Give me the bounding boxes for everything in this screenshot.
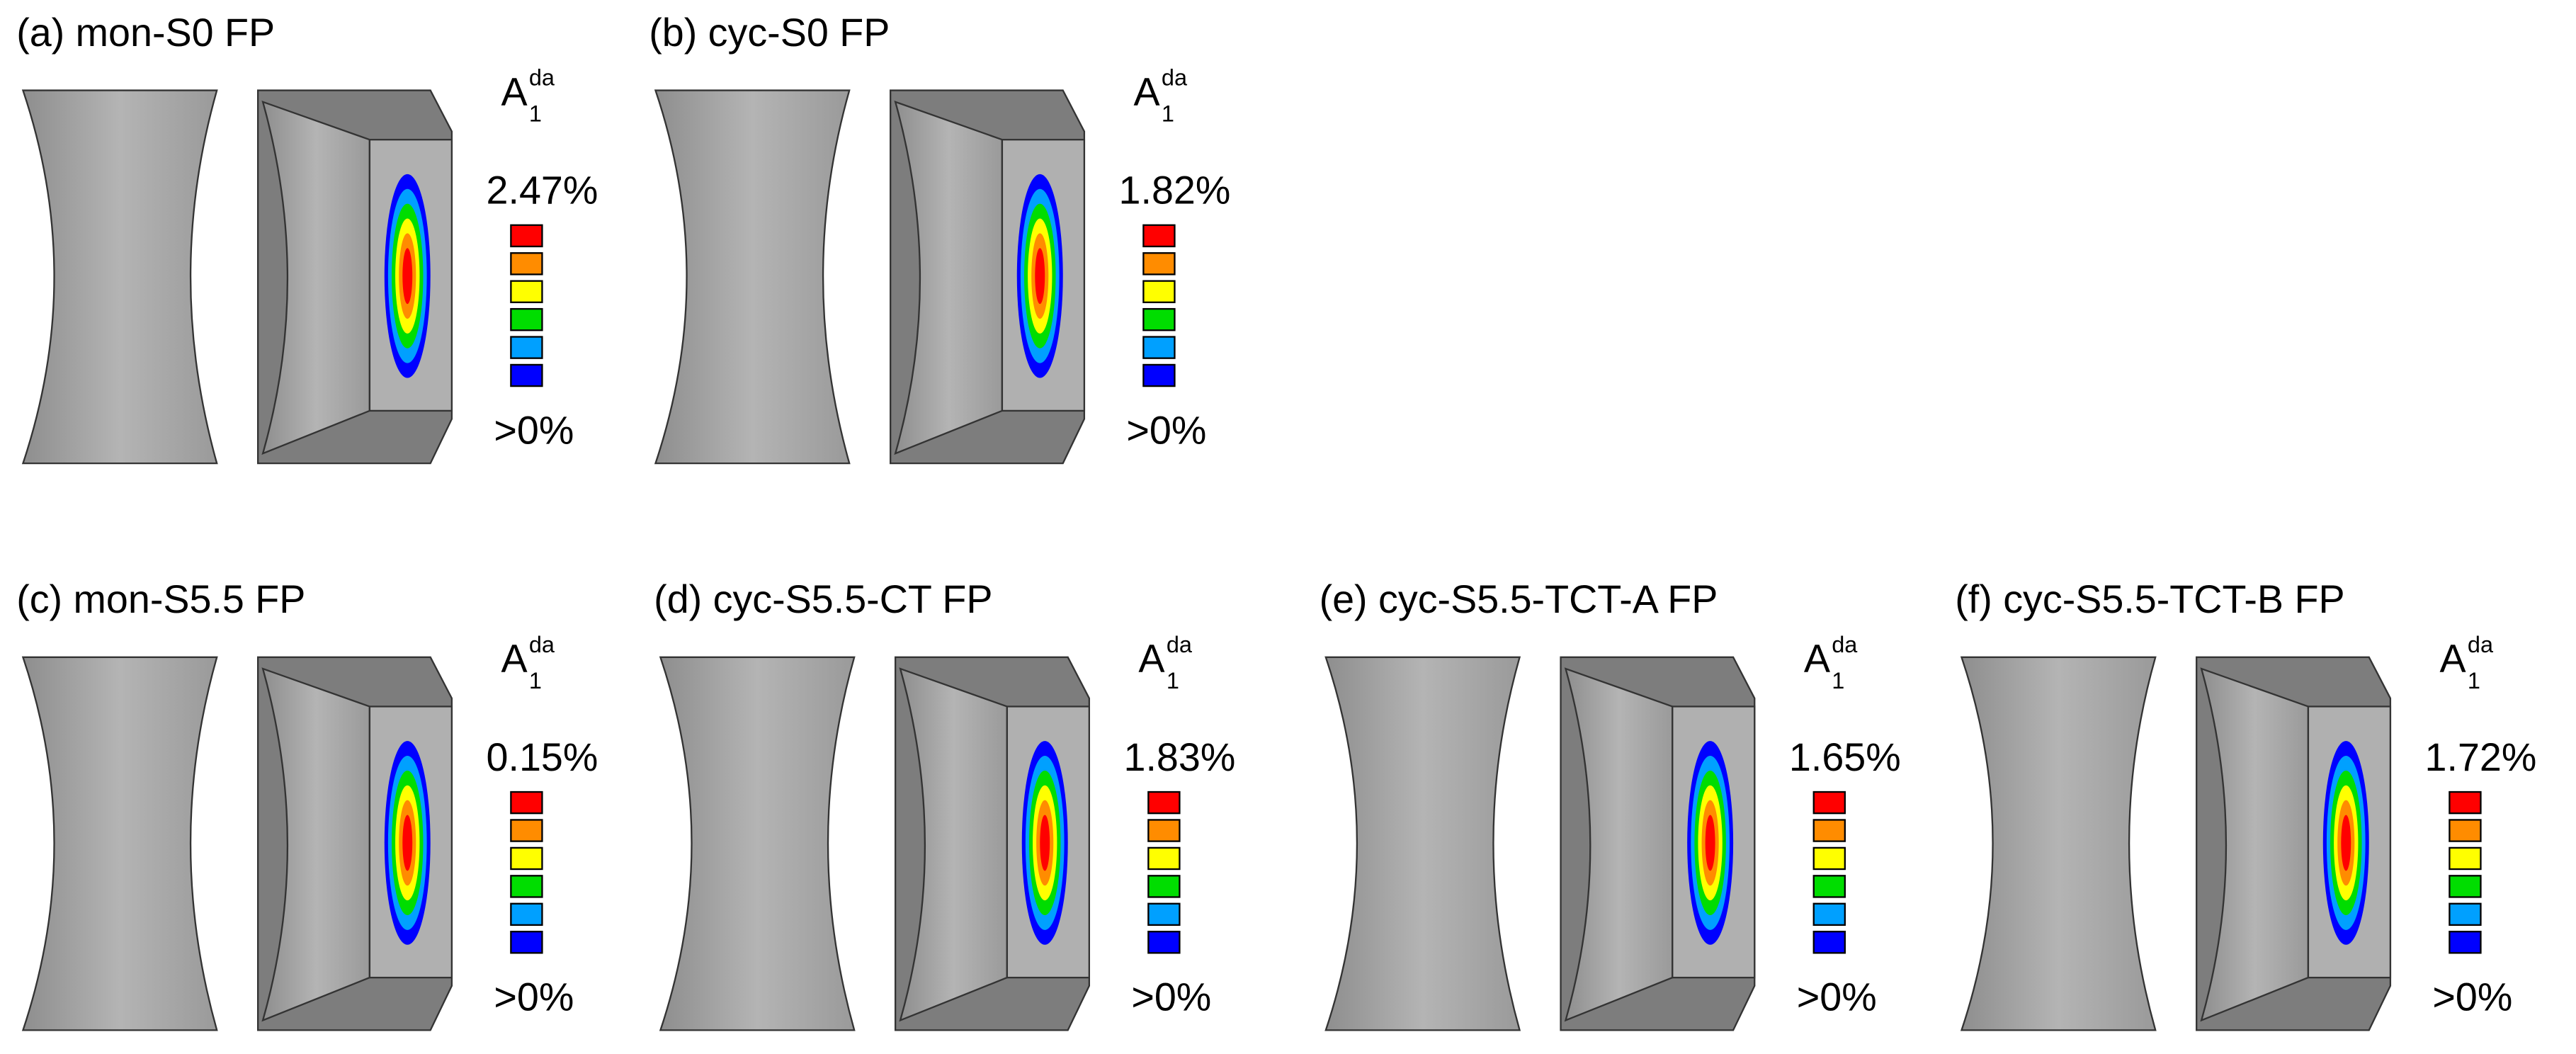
contour bbox=[1035, 248, 1045, 305]
legend-min: >0% bbox=[1797, 975, 1877, 1019]
legend-swatch bbox=[2449, 790, 2482, 815]
legend-swatch bbox=[1142, 336, 1176, 359]
legend-swatch bbox=[510, 224, 543, 248]
legend-sup: da bbox=[529, 632, 555, 657]
legend-swatch bbox=[510, 363, 543, 387]
legend-sub: 1 bbox=[529, 668, 542, 693]
legend-swatch bbox=[1147, 819, 1181, 842]
specimen-front bbox=[1960, 656, 2157, 1031]
legend-sup: da bbox=[1162, 65, 1188, 91]
legend-swatch bbox=[1812, 846, 1846, 871]
legend-swatch bbox=[510, 307, 543, 332]
legend-swatch bbox=[1147, 902, 1181, 926]
legend-sub: 1 bbox=[1162, 101, 1174, 127]
legend-min: >0% bbox=[2432, 975, 2512, 1019]
legend-max: 2.47% bbox=[487, 169, 598, 212]
specimen-front bbox=[659, 656, 856, 1031]
specimen-inner bbox=[894, 100, 1004, 455]
legend-sup: da bbox=[2468, 632, 2494, 657]
legend-swatch bbox=[510, 902, 543, 926]
legend-swatch bbox=[510, 931, 543, 954]
specimen-front bbox=[21, 656, 218, 1031]
legend-swatch bbox=[1812, 819, 1846, 842]
legend-sub: 1 bbox=[529, 101, 542, 127]
legend-swatch bbox=[2449, 875, 2482, 898]
legend-sup: da bbox=[1832, 632, 1858, 657]
panel: (a) mon-S0 FP A da 1 2.47% >0% bbox=[16, 11, 598, 465]
legend-swatch bbox=[1142, 280, 1176, 303]
legend-swatch bbox=[1142, 224, 1176, 248]
legend-swatch bbox=[1142, 363, 1176, 387]
legend-min: >0% bbox=[1131, 975, 1211, 1019]
legend-max: 1.82% bbox=[1119, 169, 1231, 212]
specimen-inner bbox=[261, 100, 371, 455]
contour bbox=[402, 248, 413, 305]
legend-swatch bbox=[510, 846, 543, 871]
specimen-front bbox=[21, 89, 218, 465]
legend-symbol: A bbox=[1138, 637, 1165, 681]
legend-swatch bbox=[1147, 790, 1181, 815]
panel-label: (f) cyc-S5.5-TCT-B FP bbox=[1955, 577, 2344, 621]
legend-swatch bbox=[1142, 252, 1176, 276]
panel-label: (b) cyc-S0 FP bbox=[649, 11, 890, 55]
legend-swatch bbox=[510, 819, 543, 842]
legend-swatch bbox=[2449, 931, 2482, 954]
specimen-inner bbox=[2200, 667, 2310, 1022]
legend-swatch bbox=[1812, 902, 1846, 926]
panel: (b) cyc-S0 FP A da 1 1.82% >0% bbox=[649, 11, 1231, 465]
legend-swatch bbox=[1142, 307, 1176, 332]
legend-sub: 1 bbox=[1167, 668, 1179, 693]
legend-swatch bbox=[510, 252, 543, 276]
legend-min: >0% bbox=[494, 408, 574, 452]
specimen-inner bbox=[1564, 667, 1674, 1022]
specimen-front bbox=[1324, 656, 1521, 1031]
panel: (c) mon-S5.5 FP A da 1 0.15% >0% bbox=[16, 577, 598, 1031]
legend-swatch bbox=[1812, 790, 1846, 815]
legend-swatch bbox=[1147, 846, 1181, 871]
panel: (e) cyc-S5.5-TCT-A FP A da 1 1.65% >0% bbox=[1320, 577, 1901, 1031]
legend-sup: da bbox=[1167, 632, 1193, 657]
legend-symbol: A bbox=[1804, 637, 1831, 681]
panel: (d) cyc-S5.5-CT FP A da 1 1.83% >0% bbox=[654, 577, 1236, 1031]
legend-swatch bbox=[2449, 902, 2482, 926]
specimen-inner bbox=[261, 667, 371, 1022]
legend-symbol: A bbox=[2439, 637, 2466, 681]
legend-swatch bbox=[2449, 819, 2482, 842]
legend-max: 1.83% bbox=[1124, 735, 1236, 779]
legend-sub: 1 bbox=[1832, 668, 1844, 693]
legend-swatch bbox=[1147, 931, 1181, 954]
legend-max: 0.15% bbox=[487, 735, 598, 779]
legend-swatch bbox=[1147, 875, 1181, 898]
legend-symbol: A bbox=[501, 69, 528, 113]
legend-symbol: A bbox=[501, 637, 528, 681]
panel-label: (c) mon-S5.5 FP bbox=[16, 577, 305, 621]
legend-symbol: A bbox=[1133, 69, 1160, 113]
contour bbox=[2341, 815, 2351, 871]
specimen-inner bbox=[899, 667, 1009, 1022]
legend-swatch bbox=[510, 280, 543, 303]
legend-swatch bbox=[510, 790, 543, 815]
panel: (f) cyc-S5.5-TCT-B FP A da 1 1.72% >0% bbox=[1955, 577, 2537, 1031]
legend-min: >0% bbox=[1126, 408, 1206, 452]
panel-label: (a) mon-S0 FP bbox=[16, 11, 275, 55]
contour bbox=[402, 815, 413, 871]
specimen-front bbox=[654, 89, 851, 465]
legend-max: 1.65% bbox=[1789, 735, 1901, 779]
contour bbox=[1705, 815, 1715, 871]
legend-sub: 1 bbox=[2468, 668, 2480, 693]
contour bbox=[1040, 815, 1050, 871]
panel-label: (e) cyc-S5.5-TCT-A FP bbox=[1320, 577, 1718, 621]
legend-min: >0% bbox=[494, 975, 574, 1019]
legend-sup: da bbox=[529, 65, 555, 91]
legend-swatch bbox=[510, 875, 543, 898]
legend-max: 1.72% bbox=[2425, 735, 2537, 779]
legend-swatch bbox=[1812, 931, 1846, 954]
panel-label: (d) cyc-S5.5-CT FP bbox=[654, 577, 992, 621]
legend-swatch bbox=[2449, 846, 2482, 871]
legend-swatch bbox=[510, 336, 543, 359]
legend-swatch bbox=[1812, 875, 1846, 898]
